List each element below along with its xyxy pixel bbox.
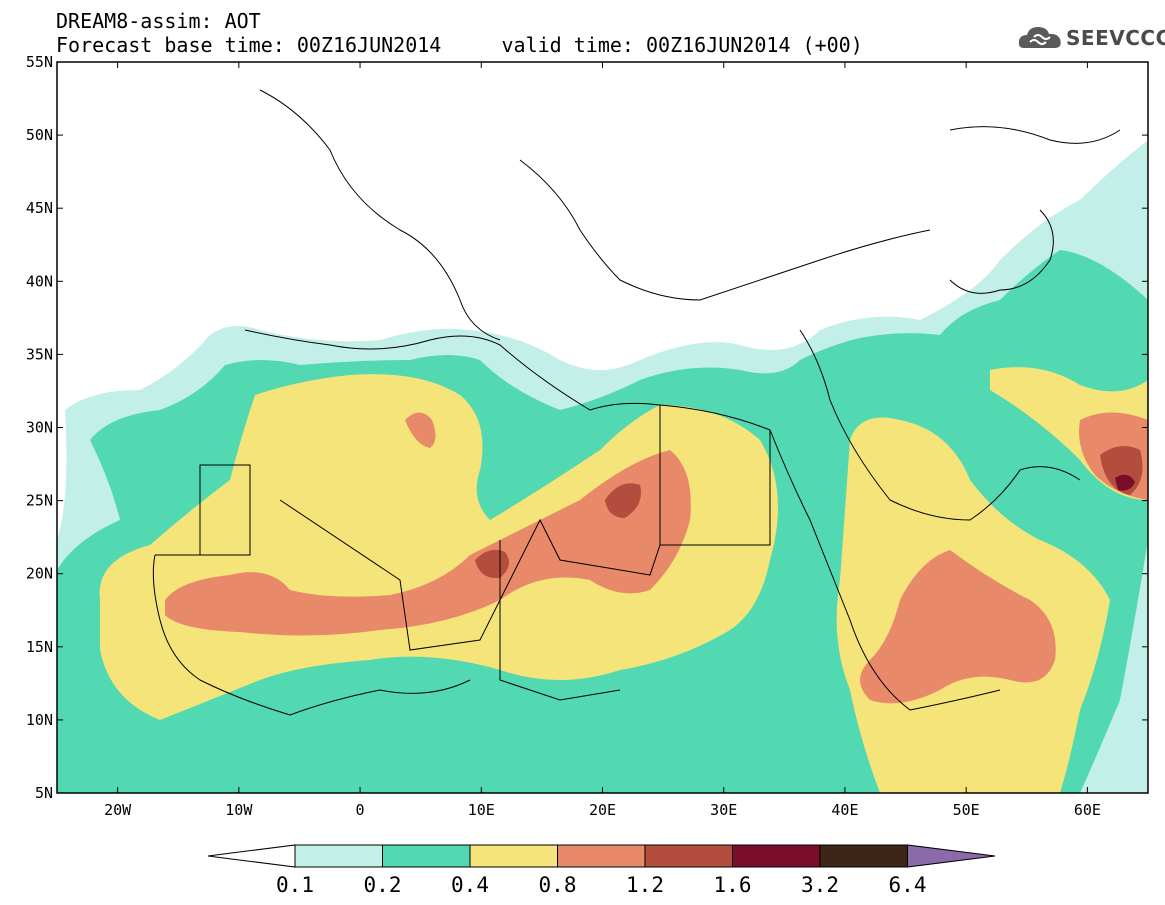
lat-label: 25N — [26, 492, 53, 510]
lon-label: 0 — [356, 801, 365, 819]
seevccc-logo: SEEVCCC — [1018, 22, 1165, 56]
aot-contour-1.2-chad — [605, 483, 641, 518]
lon-label: 50E — [953, 801, 980, 819]
forecast-time-line: Forecast base time: 00Z16JUN2014 valid t… — [56, 33, 863, 57]
colorbar-label: 0.4 — [451, 873, 489, 897]
lat-label: 5N — [35, 784, 53, 802]
colorbar-swatch — [819, 844, 908, 868]
colorbar-label: 6.4 — [889, 873, 927, 897]
aot-contour-0.8-arabia — [860, 550, 1056, 704]
colorbar-label: 0.1 — [276, 873, 314, 897]
aot-contour-0.8-nw — [405, 412, 436, 448]
colorbar-swatch-high — [907, 844, 996, 868]
map-title: DREAM8-assim: AOT — [56, 9, 261, 33]
aot-contour-0.8-sahel — [165, 450, 691, 636]
colorbar-label: 0.8 — [539, 873, 577, 897]
colorbar-label: 1.2 — [626, 873, 664, 897]
lon-label: 20W — [104, 801, 132, 819]
colorbar-swatch — [644, 844, 733, 868]
colorbar-label: 1.6 — [714, 873, 752, 897]
colorbar-label: 0.2 — [364, 873, 402, 897]
colorbar-swatch-low — [207, 844, 296, 868]
lon-label: 20E — [589, 801, 616, 819]
lon-label: 10W — [225, 801, 253, 819]
lat-label: 50N — [26, 126, 53, 144]
colorbar-swatch — [557, 844, 646, 868]
aot-field — [57, 62, 1148, 793]
lat-label: 30N — [26, 419, 53, 437]
lon-label: 60E — [1074, 801, 1101, 819]
lat-label: 35N — [26, 345, 53, 363]
coastlines — [152, 89, 1121, 716]
lat-label: 15N — [26, 638, 53, 656]
colorbar-swatch — [294, 844, 383, 868]
longitude-axis: 20W 10W 0 10E 20E 30E 40E 50E 60E — [104, 62, 1101, 819]
lon-label: 40E — [831, 801, 858, 819]
cloud-icon — [1018, 27, 1061, 48]
colorbar-swatch — [469, 844, 558, 868]
colorbar: 0.1 0.2 0.4 0.8 1.2 1.6 3.2 6.4 — [207, 844, 996, 897]
colorbar-swatch — [732, 844, 821, 868]
aot-contour-1.6-gulf — [1115, 474, 1135, 491]
latitude-axis: 55N 50N 45N 40N 35N 30N 25N 20N 15N 10N 5N — [26, 53, 1148, 802]
lon-label: 10E — [468, 801, 495, 819]
colorbar-label: 3.2 — [801, 873, 839, 897]
lon-label: 30E — [710, 801, 737, 819]
lat-label: 20N — [26, 565, 53, 583]
lat-label: 55N — [26, 53, 53, 71]
colorbar-swatch — [382, 844, 471, 868]
lat-label: 40N — [26, 272, 53, 290]
lat-label: 10N — [26, 711, 53, 729]
logo-text: SEEVCCC — [1066, 26, 1165, 50]
lat-label: 45N — [26, 199, 53, 217]
